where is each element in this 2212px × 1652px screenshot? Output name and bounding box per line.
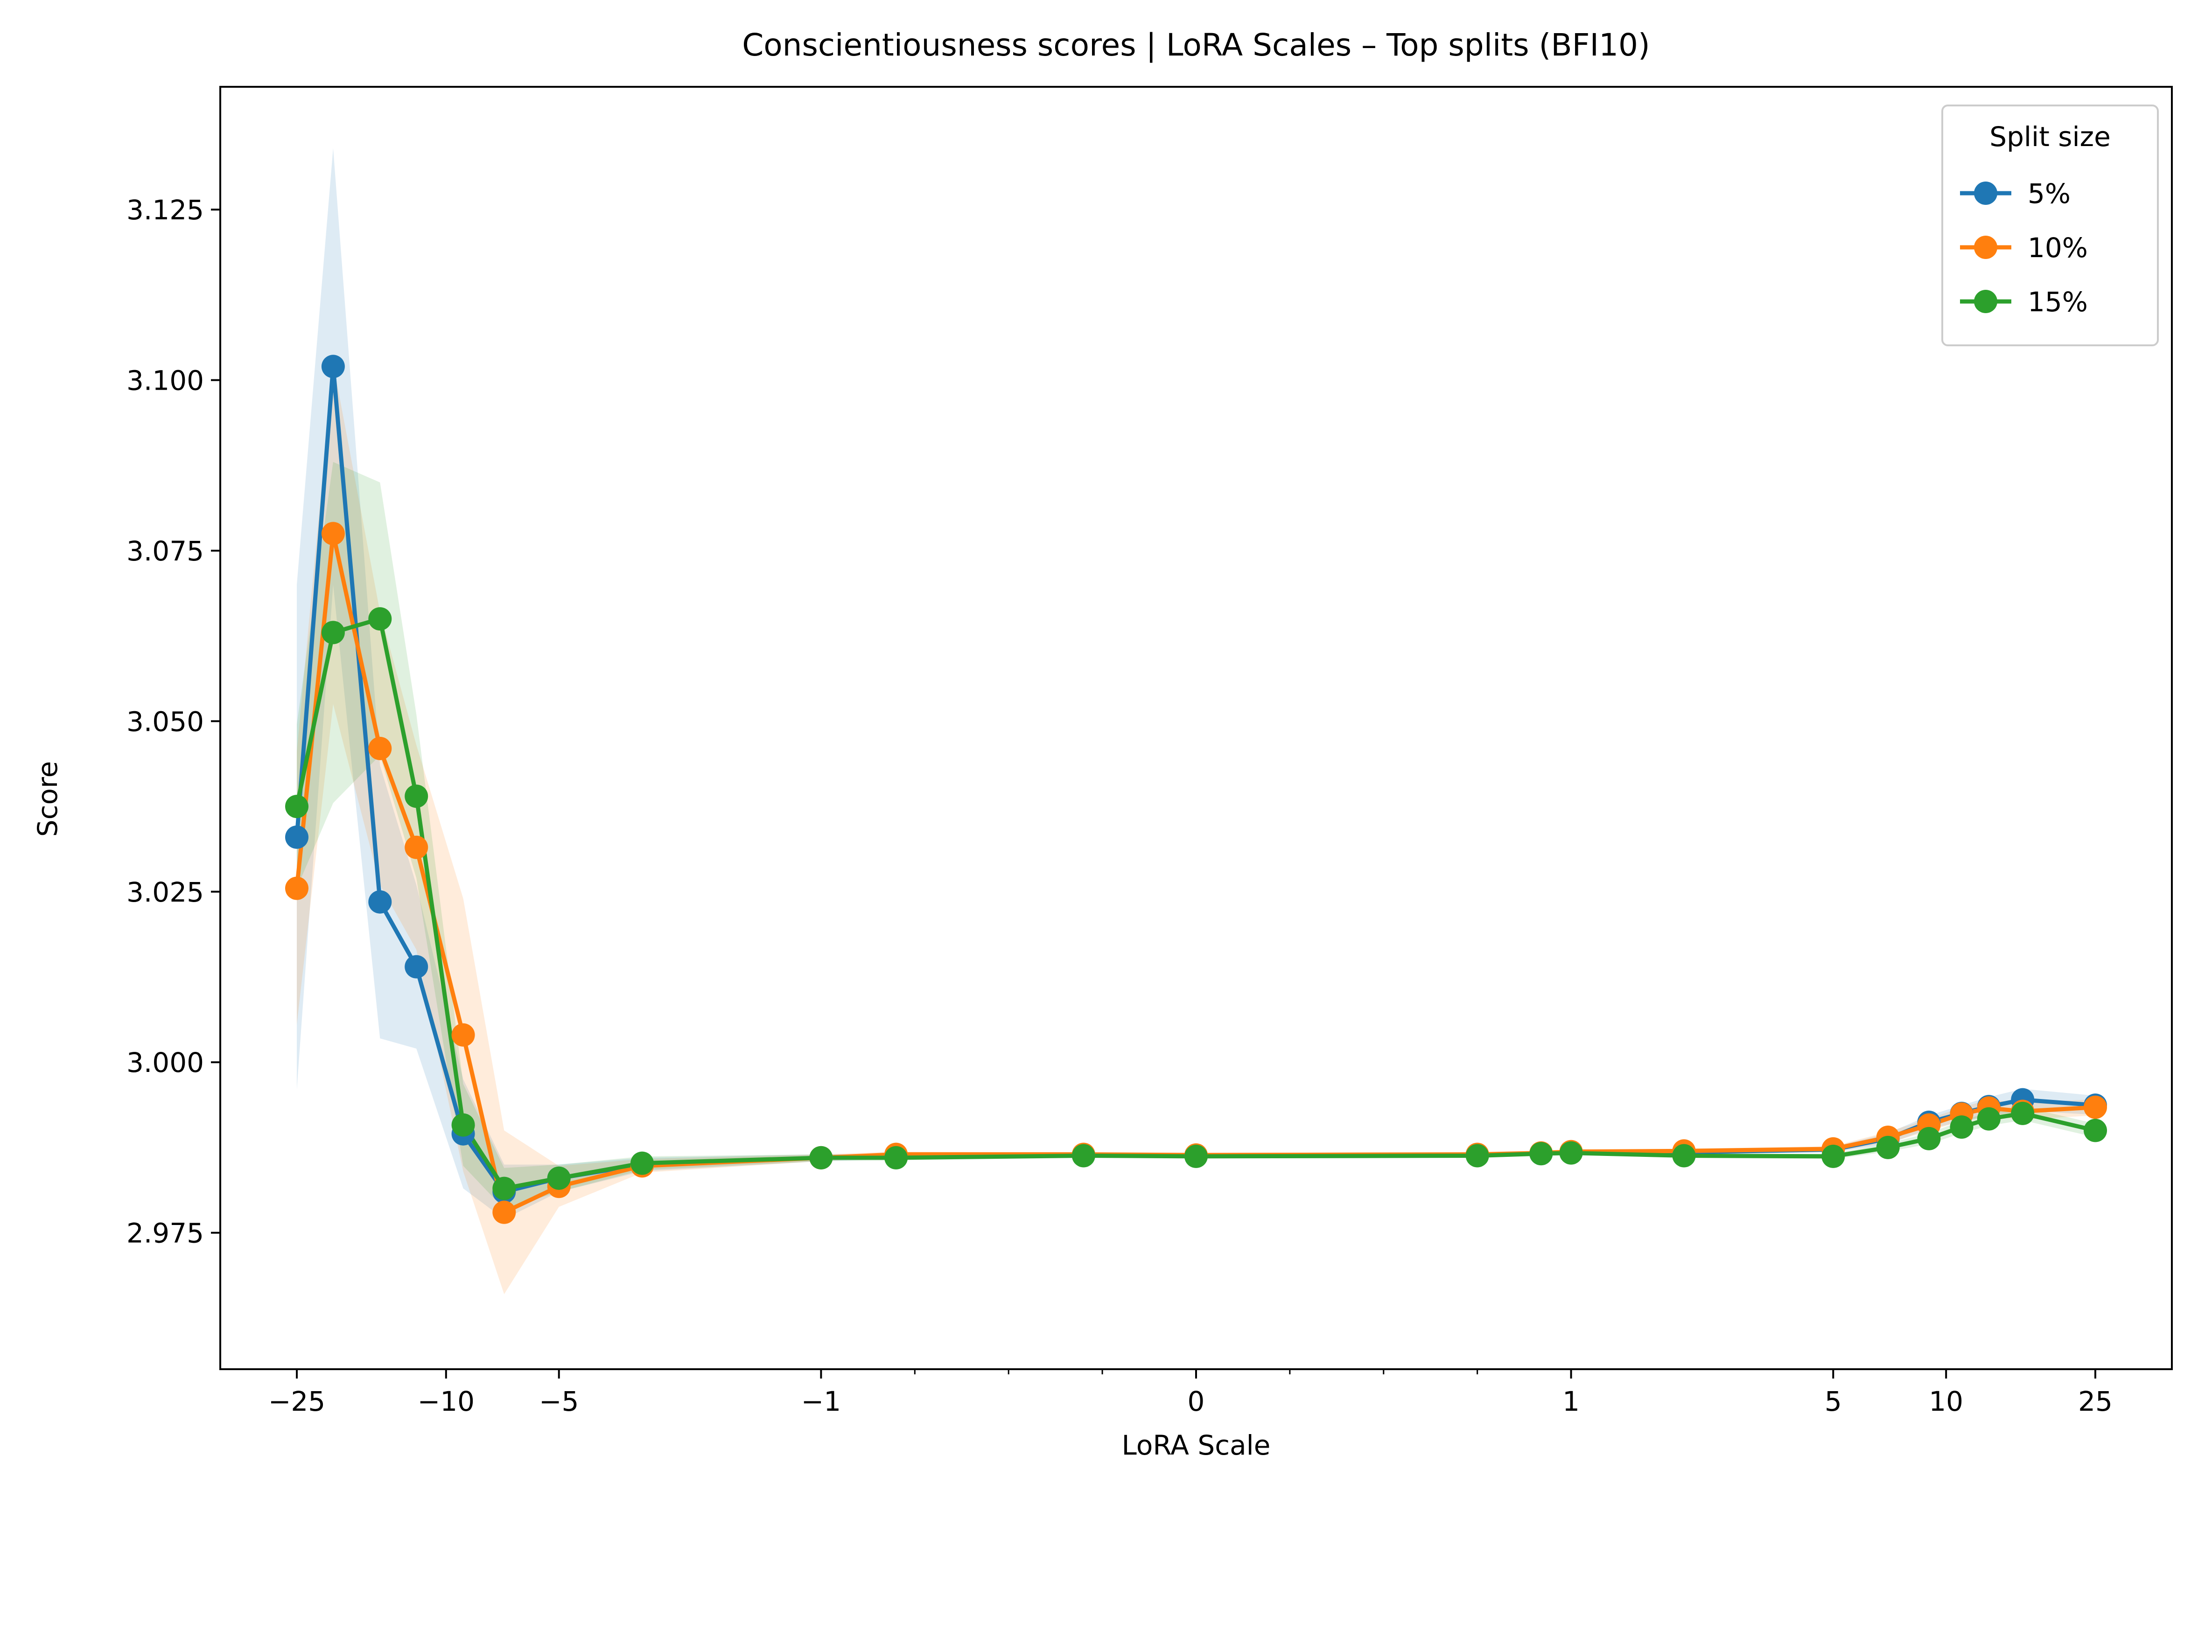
series-3-point [1977,1107,2001,1131]
y-tick-label: 2.975 [126,1218,204,1249]
legend: Split size 5% 10% 15% [1941,105,2159,346]
x-tick-label: −5 [539,1386,579,1417]
series-3-point [1071,1144,1095,1168]
x-tick-label: 0 [1188,1386,1205,1417]
y-tick-label: 3.100 [126,365,204,397]
y-tick-label: 3.025 [126,876,204,908]
series-3-point [1917,1127,1941,1150]
y-tick-label: 3.050 [126,706,204,737]
series-3-point [321,621,345,644]
series-markers [285,355,2107,1224]
legend-label-2: 10% [2028,232,2088,264]
x-tick-label: −25 [268,1386,325,1417]
y-axis: 2.975 3.000 3.025 3.050 3.075 3.100 3.125 [126,194,220,1249]
x-tick-label: 10 [1929,1386,1963,1417]
legend-marker-3 [1974,290,1997,313]
series-1-point [321,355,345,378]
series-2-point [451,1023,475,1047]
legend-box [1941,105,2159,346]
chart-title: Conscientiousness scores | LoRA Scales –… [742,27,1650,63]
series-3-point [1184,1144,1208,1168]
series-1-band [297,148,2095,1219]
series-2-point [285,876,308,900]
y-tick-label: 3.125 [126,194,204,226]
series-2-point [405,835,428,859]
legend-label-3: 15% [2028,286,2088,318]
legend-marker-1 [1974,182,1997,205]
x-tick-label: −10 [418,1386,475,1417]
legend-marker-2 [1974,236,1997,259]
series-3-point [1950,1115,1974,1139]
series-2-band [297,363,2095,1295]
series-3-point [405,784,428,808]
series-1-point [285,825,308,849]
series-3-point [2011,1101,2035,1125]
y-tick-label: 3.000 [126,1047,204,1078]
series-2-point [321,522,345,546]
series-3-point [809,1146,833,1169]
series-3-point [1876,1135,1900,1159]
legend-label-1: 5% [2028,178,2071,210]
series-3-point [1465,1144,1489,1168]
series-3-band [297,462,2095,1209]
x-axis-label: LoRA Scale [1122,1429,1271,1461]
series-3-point [285,795,308,819]
series-2-point [492,1200,516,1224]
series-2-point [368,736,392,760]
series-3-point [1559,1141,1583,1165]
series-3-point [368,607,392,631]
series-3-point [630,1151,654,1175]
legend-title: Split size [1989,121,2111,153]
x-tick-label: 25 [2078,1386,2113,1417]
series-3-point [884,1146,908,1169]
series-2-point [2084,1095,2107,1119]
x-axis: −25 −10 −5 −1 0 1 5 10 25 [268,1369,2113,1417]
y-axis-label: Score [32,761,63,837]
series-1-point [405,955,428,979]
series-3-point [547,1166,571,1190]
series-3-point [1821,1144,1845,1168]
x-tick-label: −1 [801,1386,841,1417]
series-3-point [1529,1142,1553,1166]
series-3-point [492,1176,516,1200]
series-3-point [451,1113,475,1137]
x-tick-label: 5 [1825,1386,1842,1417]
legend-entries: 5% 10% 15% [1960,178,2088,318]
y-tick-label: 3.075 [126,535,204,567]
confidence-bands [297,148,2095,1295]
series-3-point [2084,1119,2107,1142]
series-3-point [1672,1144,1696,1168]
x-tick-label: 1 [1562,1386,1580,1417]
series-1-point [368,890,392,914]
